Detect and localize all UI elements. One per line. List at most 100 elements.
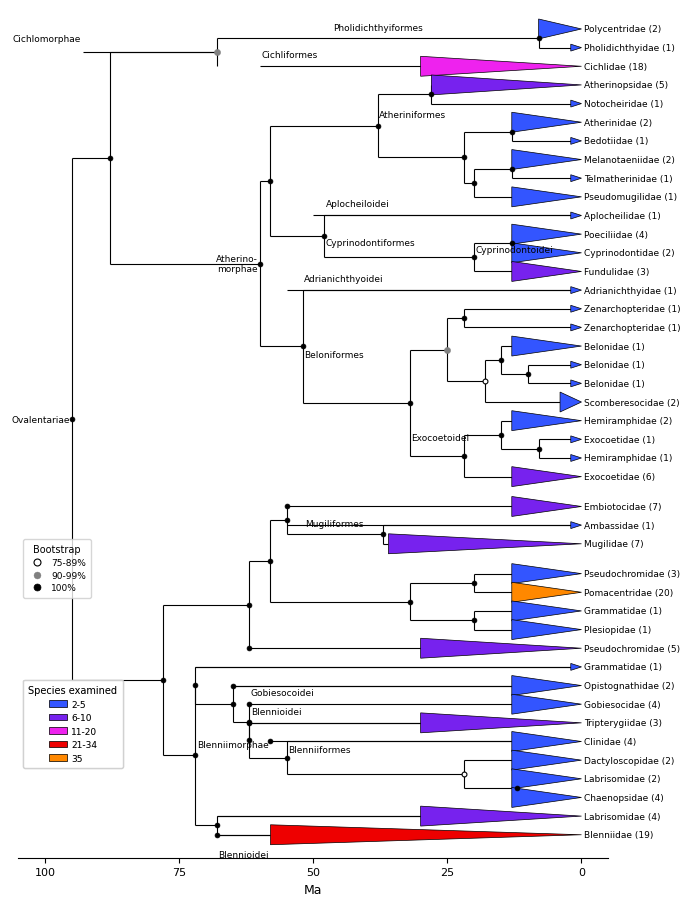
Text: Ovalentariae: Ovalentariae	[12, 415, 70, 424]
Text: Plesiopidae (1): Plesiopidae (1)	[584, 626, 651, 635]
Text: Blenniidae (19): Blenniidae (19)	[584, 831, 653, 839]
Polygon shape	[512, 188, 582, 208]
Polygon shape	[512, 113, 582, 133]
Text: Bedotiidae (1): Bedotiidae (1)	[584, 137, 649, 146]
Text: Belonidae (1): Belonidae (1)	[584, 342, 645, 351]
Polygon shape	[571, 664, 582, 671]
Polygon shape	[571, 287, 582, 294]
Polygon shape	[421, 806, 582, 826]
Text: Atherinο-
morphae: Atherinο- morphae	[216, 255, 258, 275]
Text: Scomberesocidae (2): Scomberesocidae (2)	[584, 398, 680, 407]
Text: Blenniimorphae: Blenniimorphae	[197, 740, 269, 749]
Text: Blenniiformes: Blenniiformes	[288, 745, 351, 754]
Polygon shape	[512, 411, 582, 431]
Polygon shape	[421, 713, 582, 733]
Polygon shape	[512, 151, 582, 171]
Text: Exocoetidae (1): Exocoetidae (1)	[584, 435, 656, 444]
Polygon shape	[571, 45, 582, 52]
Text: Tripterygiidae (3): Tripterygiidae (3)	[584, 719, 662, 728]
Text: Pseudochromidae (5): Pseudochromidae (5)	[584, 644, 680, 653]
Text: Telmatherinidae (1): Telmatherinidae (1)	[584, 174, 673, 183]
Polygon shape	[571, 101, 582, 108]
Text: Exocoetoidei: Exocoetoidei	[411, 433, 470, 442]
Text: Beloniformes: Beloniformes	[304, 350, 364, 359]
Text: Mugiliformes: Mugiliformes	[306, 519, 364, 528]
X-axis label: Ma: Ma	[304, 883, 323, 896]
Text: Cichlidae (18): Cichlidae (18)	[584, 62, 647, 71]
Polygon shape	[512, 582, 582, 602]
Text: Adrianichthyidae (1): Adrianichthyidae (1)	[584, 286, 677, 295]
Text: Aplocheiloidei: Aplocheiloidei	[326, 200, 389, 209]
Polygon shape	[512, 787, 582, 807]
Text: Blennioidei: Blennioidei	[219, 851, 269, 860]
Polygon shape	[388, 535, 582, 554]
Polygon shape	[571, 213, 582, 219]
Text: Mugilidae (7): Mugilidae (7)	[584, 540, 644, 549]
Text: Atheriniformes: Atheriniformes	[380, 111, 446, 120]
Text: Cyprinodontoidei: Cyprinodontoidei	[476, 246, 553, 255]
Polygon shape	[571, 138, 582, 145]
Text: Hemiramphidae (1): Hemiramphidae (1)	[584, 454, 673, 463]
Text: Melanotaeniidae (2): Melanotaeniidae (2)	[584, 156, 675, 165]
Text: Pholidichthyiformes: Pholidichthyiformes	[333, 23, 422, 33]
Text: Pseudochromidae (3): Pseudochromidae (3)	[584, 570, 680, 579]
Polygon shape	[421, 57, 582, 77]
Polygon shape	[512, 675, 582, 695]
Polygon shape	[421, 638, 582, 658]
Polygon shape	[512, 731, 582, 751]
Text: Ambassidae (1): Ambassidae (1)	[584, 521, 655, 530]
Text: Zenarchopteridae (1): Zenarchopteridae (1)	[584, 323, 681, 332]
Text: Polycentridae (2): Polycentridae (2)	[584, 25, 662, 34]
Text: Cichlomorphae: Cichlomorphae	[13, 34, 81, 43]
Text: Adrianichthyoidei: Adrianichthyoidei	[304, 275, 384, 284]
Polygon shape	[512, 337, 582, 357]
Polygon shape	[539, 20, 582, 40]
Text: Hemiramphidae (2): Hemiramphidae (2)	[584, 416, 673, 425]
Text: Labrisomidae (4): Labrisomidae (4)	[584, 812, 661, 821]
Polygon shape	[512, 564, 582, 584]
Text: Exocoetidae (6): Exocoetidae (6)	[584, 472, 656, 481]
Polygon shape	[571, 436, 582, 443]
Text: Chaenopsidae (4): Chaenopsidae (4)	[584, 793, 664, 802]
Polygon shape	[431, 76, 582, 96]
Polygon shape	[571, 380, 582, 387]
Text: Opistognathidae (2): Opistognathidae (2)	[584, 681, 675, 690]
Text: Pseudomugilidae (1): Pseudomugilidae (1)	[584, 193, 678, 202]
Text: Belonidae (1): Belonidae (1)	[584, 379, 645, 388]
Polygon shape	[571, 455, 582, 462]
Text: Pomacentridae (20): Pomacentridae (20)	[584, 588, 673, 597]
Text: Grammatidae (1): Grammatidae (1)	[584, 607, 662, 616]
Text: Atherinopsidae (5): Atherinopsidae (5)	[584, 81, 669, 90]
Polygon shape	[571, 306, 582, 312]
Polygon shape	[270, 824, 582, 845]
Polygon shape	[571, 324, 582, 331]
Text: Blennioidei: Blennioidei	[250, 707, 302, 716]
Polygon shape	[512, 225, 582, 245]
Polygon shape	[512, 497, 582, 517]
Polygon shape	[512, 244, 582, 264]
Polygon shape	[512, 620, 582, 640]
Text: Gobiesocidae (4): Gobiesocidae (4)	[584, 700, 661, 709]
Text: Labrisomidae (2): Labrisomidae (2)	[584, 775, 661, 784]
Text: Atherinidae (2): Atherinidae (2)	[584, 118, 652, 127]
Text: Cyprinodontiformes: Cyprinodontiformes	[326, 239, 415, 248]
Text: Poeciliidae (4): Poeciliidae (4)	[584, 230, 648, 239]
Polygon shape	[512, 769, 582, 789]
Legend: 2-5, 6-10, 11-20, 21-34, 35: 2-5, 6-10, 11-20, 21-34, 35	[23, 680, 123, 768]
Text: Cichliformes: Cichliformes	[262, 51, 317, 60]
Text: Pholidichthyidae (1): Pholidichthyidae (1)	[584, 44, 675, 53]
Text: Aplocheilidae (1): Aplocheilidae (1)	[584, 212, 661, 220]
Polygon shape	[512, 750, 582, 770]
Text: Embiotocidae (7): Embiotocidae (7)	[584, 502, 662, 511]
Text: Zenarchopteridae (1): Zenarchopteridae (1)	[584, 305, 681, 314]
Polygon shape	[571, 362, 582, 368]
Text: Notocheiridae (1): Notocheiridae (1)	[584, 100, 663, 109]
Text: Grammatidae (1): Grammatidae (1)	[584, 663, 662, 672]
Polygon shape	[571, 522, 582, 529]
Text: Belonidae (1): Belonidae (1)	[584, 361, 645, 370]
Text: Gobiesocoidei: Gobiesocoidei	[250, 688, 315, 697]
Polygon shape	[560, 393, 582, 413]
Polygon shape	[571, 175, 582, 182]
Polygon shape	[512, 467, 582, 487]
Polygon shape	[512, 601, 582, 621]
